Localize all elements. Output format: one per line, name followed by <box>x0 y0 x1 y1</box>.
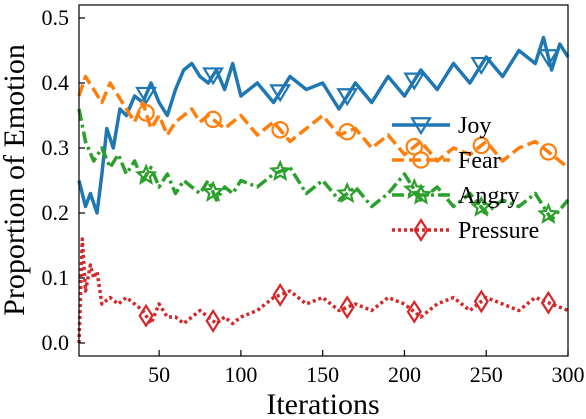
x-axis-title: Iterations <box>266 388 379 419</box>
y-tick-label: 0.1 <box>42 265 70 290</box>
y-tick-label: 0.2 <box>42 200 70 225</box>
x-tick-label: 50 <box>148 362 170 387</box>
y-tick-label: 0.3 <box>42 135 70 160</box>
legend-label-angry: Angry <box>458 183 519 209</box>
series-point-pressure <box>408 302 421 322</box>
y-tick-label: 0.5 <box>42 5 70 30</box>
y-tick-label: 0.4 <box>42 70 70 95</box>
y-tick-label: 0.0 <box>42 330 70 355</box>
series-line-pressure <box>79 239 568 343</box>
series-pressure <box>79 239 568 343</box>
legend-label-joy: Joy <box>458 113 491 139</box>
x-tick-label: 250 <box>470 362 503 387</box>
y-axis-title: Proportion of Emotion <box>0 44 31 316</box>
series-point-fear <box>205 112 220 127</box>
x-tick-label: 150 <box>306 362 339 387</box>
plot-frame <box>79 5 568 356</box>
x-tick-label: 100 <box>224 362 257 387</box>
legend-label-fear: Fear <box>458 148 501 174</box>
series-point-fear <box>340 124 355 139</box>
x-tick-label: 300 <box>552 362 585 387</box>
legend-item-joy: Joy <box>392 113 491 139</box>
legend-item-pressure: Pressure <box>392 218 539 244</box>
legend-label-pressure: Pressure <box>458 218 539 244</box>
x-tick-label: 200 <box>388 362 421 387</box>
